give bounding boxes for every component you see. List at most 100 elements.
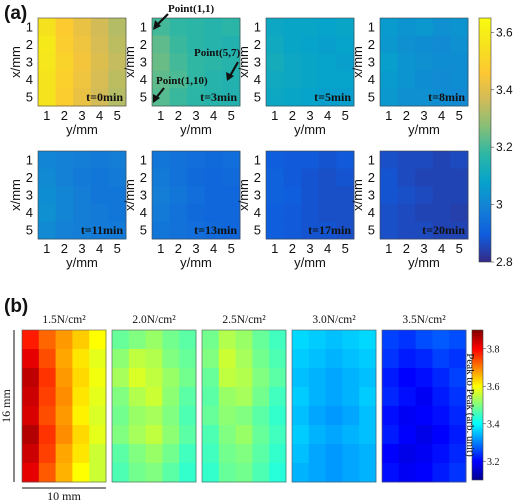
heatmap-cell <box>73 168 92 187</box>
y-tick-label: 3 <box>140 55 147 70</box>
pressure-cell <box>398 387 416 407</box>
heatmap-cell <box>432 53 451 72</box>
pressure-cell <box>179 330 197 350</box>
heatmap-cell <box>204 18 223 36</box>
pressure-cell <box>308 330 326 350</box>
pressure-cell <box>449 444 467 464</box>
heatmap-cell <box>152 53 170 72</box>
pressure-cell <box>72 406 90 426</box>
x-tick-label: 4 <box>96 241 103 256</box>
pressure-cell <box>145 349 163 369</box>
pressure-cell <box>22 463 40 483</box>
pressure-cell <box>308 368 326 388</box>
heatmap-cell <box>301 35 320 54</box>
x-axis-label: y/mm <box>66 255 98 270</box>
pressure-map-2: 2.0N/cm² <box>111 314 197 483</box>
heatmap-cell <box>380 203 398 222</box>
heatmap-cell <box>90 151 109 169</box>
heatmap-cell <box>187 53 206 72</box>
pressure-cell <box>145 330 163 350</box>
pressure-cell <box>269 387 287 407</box>
heatmap-cell <box>336 203 355 222</box>
heatmap-cell <box>397 70 416 89</box>
heatmap-cell <box>38 151 56 169</box>
heatmap-cell <box>73 18 92 36</box>
pressure-label: 3.5N/cm² <box>402 314 446 326</box>
pressure-cell <box>432 425 450 445</box>
heatmap-cell <box>318 70 337 89</box>
x-tick-label: 4 <box>324 108 331 123</box>
heatmap-cell <box>204 88 223 107</box>
heatmap-cell <box>432 70 451 89</box>
heatmap-cell <box>55 88 74 107</box>
heatmap-cell <box>283 168 302 187</box>
pressure-cell <box>382 444 400 464</box>
pressure-cell <box>202 444 220 464</box>
x-tick-label: 1 <box>157 241 164 256</box>
x-tick-label: 3 <box>306 108 313 123</box>
pressure-label: 2.5N/cm² <box>222 314 266 326</box>
pressure-cell <box>89 387 107 407</box>
pressure-cell <box>432 463 450 483</box>
heatmap-cell <box>301 221 320 240</box>
heatmap-cell <box>450 168 469 187</box>
pressure-cell <box>179 425 197 445</box>
pressure-cell <box>398 368 416 388</box>
heatmap-cell <box>450 70 469 89</box>
x-tick-label: 4 <box>210 108 217 123</box>
y-tick-label: 5 <box>254 90 261 105</box>
heatmap-cell <box>432 151 451 169</box>
pressure-cell <box>269 349 287 369</box>
heatmap-cell <box>55 186 74 205</box>
pressure-cell <box>235 425 253 445</box>
heatmap-cell <box>187 70 206 89</box>
heatmap-cell <box>266 35 284 54</box>
heatmap-cell <box>380 53 398 72</box>
time-label: t=8min <box>428 90 465 104</box>
x-tick-label: 2 <box>61 108 68 123</box>
pressure-cell <box>398 425 416 445</box>
heatmap-cell <box>222 35 241 54</box>
colorbar-a: 3.6 3.4 3.2 3 2.8 <box>478 17 513 269</box>
heatmap-cell <box>266 151 284 169</box>
x-tick-label: 4 <box>210 241 217 256</box>
heatmap-cell <box>169 18 188 36</box>
heatmap-cell <box>90 18 109 36</box>
pressure-cell <box>382 368 400 388</box>
heatmap-cell <box>204 186 223 205</box>
colorbar-a-tick-label: 2.8 <box>496 255 513 269</box>
pressure-cell <box>292 425 310 445</box>
y-tick-label: 2 <box>26 170 33 185</box>
pressure-cell <box>218 368 236 388</box>
y-tick-label: 5 <box>368 90 375 105</box>
x-tick-label: 2 <box>403 241 410 256</box>
pressure-cell <box>292 349 310 369</box>
heatmap-cell <box>432 221 451 240</box>
colorbar-a-tick-label: 3.6 <box>496 25 513 39</box>
pressure-cell <box>398 349 416 369</box>
heatmap-cell <box>187 35 206 54</box>
pressure-cell <box>292 330 310 350</box>
y-tick-label: 3 <box>368 55 375 70</box>
heatmap-cell <box>450 186 469 205</box>
heatmap-cell <box>204 70 223 89</box>
pressure-cell <box>325 406 343 426</box>
heatmap-cell <box>38 221 56 240</box>
time-label: t=20min <box>422 223 465 237</box>
heatmap-cell <box>336 53 355 72</box>
pressure-cell <box>202 349 220 369</box>
pressure-cell <box>218 387 236 407</box>
pressure-cell <box>432 387 450 407</box>
pressure-cell <box>308 349 326 369</box>
heatmap-cell <box>266 53 284 72</box>
heatmap-cell <box>283 35 302 54</box>
pressure-cell <box>179 463 197 483</box>
heatmap-cell <box>336 151 355 169</box>
pressure-cell <box>218 349 236 369</box>
y-tick-label: 1 <box>368 19 375 34</box>
pressure-cell <box>432 444 450 464</box>
pressure-cell <box>308 444 326 464</box>
